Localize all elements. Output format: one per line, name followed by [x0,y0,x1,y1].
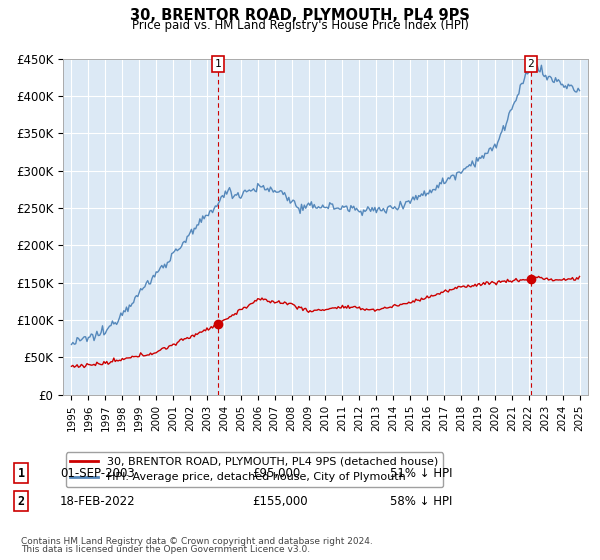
Legend: 30, BRENTOR ROAD, PLYMOUTH, PL4 9PS (detached house), HPI: Average price, detach: 30, BRENTOR ROAD, PLYMOUTH, PL4 9PS (det… [66,452,443,487]
Text: 2: 2 [17,494,25,508]
Text: 2: 2 [527,59,534,69]
Text: £95,000: £95,000 [252,466,300,480]
Text: This data is licensed under the Open Government Licence v3.0.: This data is licensed under the Open Gov… [21,545,310,554]
Text: 18-FEB-2022: 18-FEB-2022 [60,494,136,508]
Text: 1: 1 [215,59,221,69]
Text: 58% ↓ HPI: 58% ↓ HPI [390,494,452,508]
Text: 1: 1 [17,466,25,480]
Text: 51% ↓ HPI: 51% ↓ HPI [390,466,452,480]
Text: £155,000: £155,000 [252,494,308,508]
Text: 30, BRENTOR ROAD, PLYMOUTH, PL4 9PS: 30, BRENTOR ROAD, PLYMOUTH, PL4 9PS [130,8,470,24]
Text: Price paid vs. HM Land Registry's House Price Index (HPI): Price paid vs. HM Land Registry's House … [131,19,469,32]
Text: 01-SEP-2003: 01-SEP-2003 [60,466,135,480]
Text: Contains HM Land Registry data © Crown copyright and database right 2024.: Contains HM Land Registry data © Crown c… [21,537,373,546]
